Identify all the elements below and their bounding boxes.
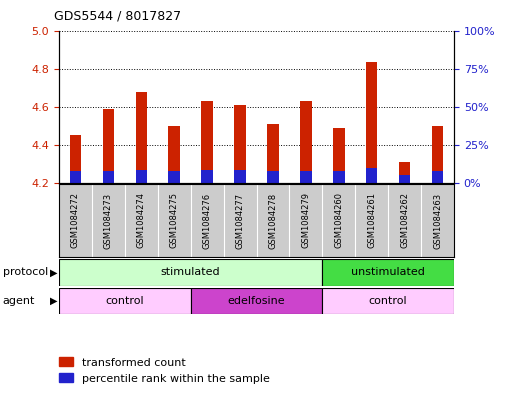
Bar: [399, 175, 410, 183]
Bar: [333, 128, 345, 183]
Legend: transformed count, percentile rank within the sample: transformed count, percentile rank withi…: [60, 357, 269, 384]
Text: GSM1084273: GSM1084273: [104, 193, 113, 248]
Text: GSM1084278: GSM1084278: [268, 193, 278, 248]
Bar: [300, 171, 311, 183]
Text: GSM1084262: GSM1084262: [400, 193, 409, 248]
Bar: [202, 101, 213, 183]
Text: GSM1084260: GSM1084260: [334, 193, 343, 248]
Text: control: control: [106, 296, 144, 306]
Text: GSM1084261: GSM1084261: [367, 193, 376, 248]
Text: stimulated: stimulated: [161, 267, 221, 277]
Text: GSM1084263: GSM1084263: [433, 193, 442, 248]
Bar: [234, 105, 246, 183]
Text: unstimulated: unstimulated: [351, 267, 425, 277]
Bar: [103, 171, 114, 183]
Bar: [191, 288, 322, 314]
Bar: [267, 171, 279, 183]
Text: protocol: protocol: [3, 267, 48, 277]
Bar: [70, 171, 81, 183]
Bar: [202, 169, 213, 183]
Text: control: control: [369, 296, 407, 306]
Bar: [135, 169, 147, 183]
Bar: [168, 171, 180, 183]
Text: GSM1084274: GSM1084274: [137, 193, 146, 248]
Text: ▶: ▶: [50, 267, 58, 277]
Bar: [432, 126, 443, 183]
Bar: [103, 109, 114, 183]
Text: GSM1084275: GSM1084275: [170, 193, 179, 248]
Bar: [59, 259, 322, 286]
Text: edelfosine: edelfosine: [228, 296, 285, 306]
Text: GDS5544 / 8017827: GDS5544 / 8017827: [54, 10, 181, 23]
Bar: [267, 124, 279, 183]
Bar: [300, 101, 311, 183]
Text: GSM1084272: GSM1084272: [71, 193, 80, 248]
Text: GSM1084276: GSM1084276: [203, 193, 212, 248]
Bar: [366, 62, 378, 183]
Bar: [399, 162, 410, 183]
Bar: [366, 167, 378, 183]
Bar: [322, 288, 454, 314]
Text: GSM1084277: GSM1084277: [235, 193, 245, 248]
Text: agent: agent: [3, 296, 35, 306]
Bar: [168, 126, 180, 183]
Bar: [234, 169, 246, 183]
Text: ▶: ▶: [50, 296, 58, 306]
Bar: [135, 92, 147, 183]
Bar: [322, 259, 454, 286]
Bar: [59, 288, 191, 314]
Text: GSM1084279: GSM1084279: [301, 193, 310, 248]
Bar: [70, 136, 81, 183]
Bar: [432, 171, 443, 183]
Bar: [333, 171, 345, 183]
